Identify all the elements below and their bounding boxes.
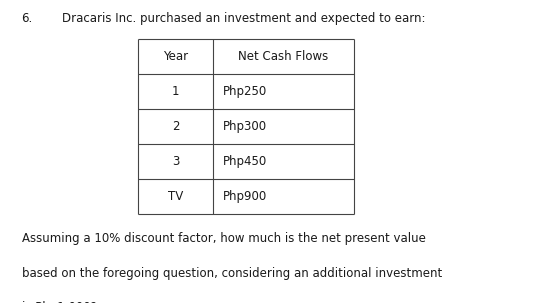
Text: is Php1,000?: is Php1,000? — [22, 301, 97, 303]
Text: Php300: Php300 — [223, 120, 267, 133]
Text: based on the foregoing question, considering an additional investment: based on the foregoing question, conside… — [22, 267, 442, 280]
Text: Year: Year — [163, 50, 188, 63]
Text: Assuming a 10% discount factor, how much is the net present value: Assuming a 10% discount factor, how much… — [22, 232, 426, 245]
Text: 6.: 6. — [22, 12, 33, 25]
Text: 2: 2 — [172, 120, 179, 133]
Text: Dracaris Inc. purchased an investment and expected to earn:: Dracaris Inc. purchased an investment an… — [62, 12, 426, 25]
Text: Php250: Php250 — [223, 85, 267, 98]
Text: Net Cash Flows: Net Cash Flows — [238, 50, 329, 63]
Text: Php450: Php450 — [223, 155, 267, 168]
Text: 1: 1 — [172, 85, 179, 98]
Text: 3: 3 — [172, 155, 179, 168]
Text: TV: TV — [168, 190, 183, 203]
Text: Php900: Php900 — [223, 190, 267, 203]
